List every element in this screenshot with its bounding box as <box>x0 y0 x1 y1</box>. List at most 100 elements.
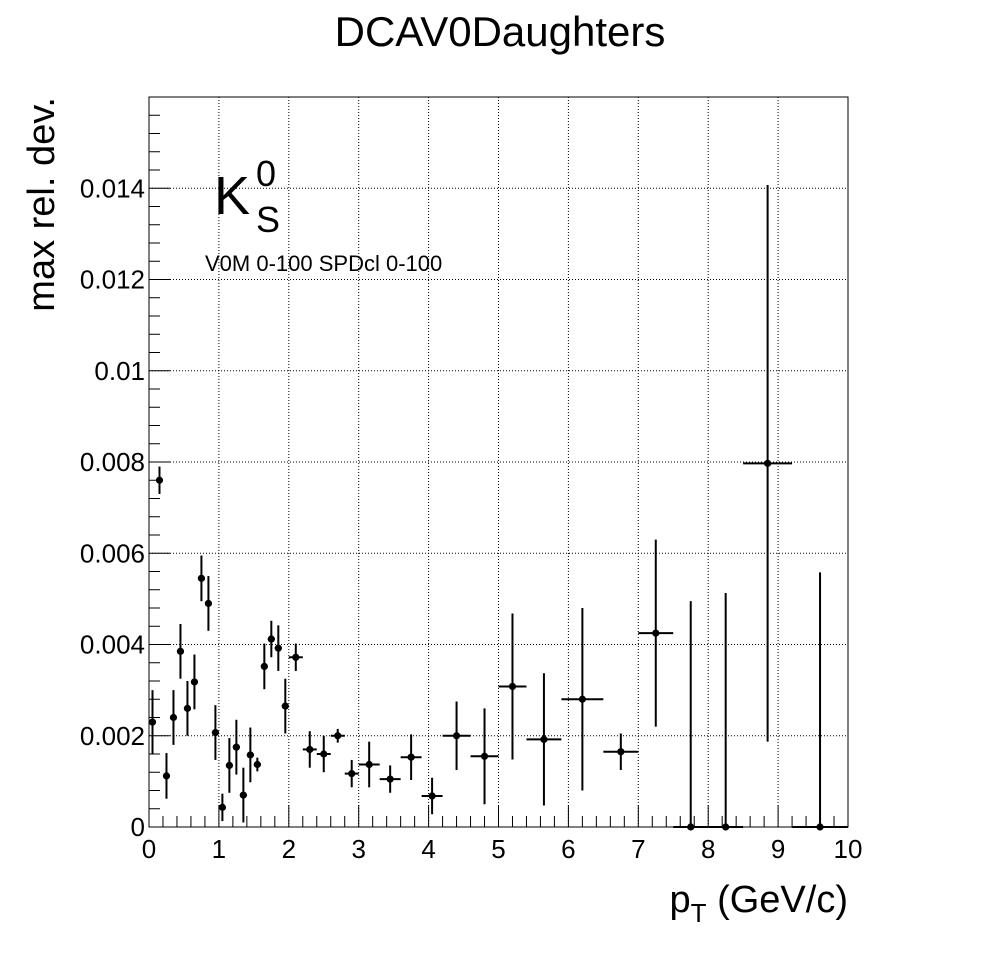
data-marker <box>205 600 212 607</box>
data-point <box>331 729 345 743</box>
data-marker <box>156 477 163 484</box>
data-marker <box>240 791 247 798</box>
data-point <box>198 556 205 602</box>
x-axis-label-main: p <box>670 879 691 921</box>
data-point <box>561 608 603 791</box>
data-marker <box>163 772 170 779</box>
data-marker <box>387 775 394 782</box>
data-marker <box>219 804 226 811</box>
data-marker <box>268 635 275 642</box>
data-point <box>289 644 303 671</box>
data-point <box>708 593 743 831</box>
data-point <box>233 720 240 775</box>
data-point <box>184 681 191 736</box>
data-marker <box>198 575 205 582</box>
data-point <box>526 673 561 805</box>
data-marker <box>453 732 460 739</box>
data-marker <box>334 732 341 739</box>
data-point <box>177 624 184 679</box>
data-marker <box>177 648 184 655</box>
x-axis-label-sub: T <box>691 898 707 928</box>
y-tick-label: 0.012 <box>80 265 145 295</box>
x-tick-label: 10 <box>834 834 863 864</box>
y-tick-label: 0.008 <box>80 447 145 477</box>
x-tick-label: 3 <box>351 834 365 864</box>
data-point <box>275 625 282 671</box>
data-marker <box>348 770 355 777</box>
data-point <box>268 621 275 658</box>
data-point <box>156 467 163 494</box>
y-tick-label: 0.006 <box>80 538 145 568</box>
data-point <box>191 655 198 710</box>
data-marker <box>764 460 771 467</box>
x-tick-label: 7 <box>631 834 645 864</box>
data-point <box>240 768 247 823</box>
data-marker <box>722 823 729 830</box>
data-marker <box>247 751 254 758</box>
y-axis-label: max rel. dev. <box>21 97 63 312</box>
data-marker <box>184 705 191 712</box>
particle-symbol-sup: 0 <box>256 153 276 194</box>
x-tick-labels: 0 1 2 3 4 5 6 7 8 9 10 <box>142 834 863 864</box>
data-point <box>219 794 226 821</box>
x-axis-label-unit: (GeV/c) <box>707 879 848 921</box>
data-marker <box>275 645 282 652</box>
data-marker <box>212 729 219 736</box>
data-marker <box>509 683 516 690</box>
data-point <box>471 708 499 804</box>
data-point <box>743 185 792 742</box>
selection-annotation: V0M 0-100 SPDcl 0-100 <box>205 251 442 276</box>
y-tick-label: 0.004 <box>80 630 145 660</box>
data-point <box>163 753 170 799</box>
data-marker <box>816 823 823 830</box>
particle-symbol-main: K <box>214 166 250 226</box>
data-point <box>422 778 443 815</box>
data-marker <box>191 678 198 685</box>
y-tick-label: 0.002 <box>80 721 145 751</box>
particle-symbol-sub: S <box>256 199 280 240</box>
data-point <box>443 702 471 770</box>
x-tick-label: 5 <box>491 834 505 864</box>
data-marker <box>306 746 313 753</box>
chart-title: DCAV0Daughters <box>335 8 666 55</box>
x-axis-label: pT (GeV/c) <box>670 879 849 928</box>
data-point <box>499 613 527 759</box>
data-marker <box>254 761 261 768</box>
y-tick-label: 0 <box>131 812 145 842</box>
data-point <box>247 728 254 783</box>
data-point <box>792 572 848 830</box>
y-tick-label: 0.014 <box>80 173 145 203</box>
x-tick-label: 1 <box>212 834 226 864</box>
data-marker <box>282 702 289 709</box>
data-marker <box>149 718 156 725</box>
data-point <box>205 576 212 631</box>
data-marker <box>366 761 373 768</box>
grid <box>149 97 848 827</box>
data-marker <box>292 654 299 661</box>
y-tick-labels: 0 0.002 0.004 0.006 0.008 0.01 0.012 0.014 <box>80 173 145 842</box>
x-tick-label: 6 <box>561 834 575 864</box>
data-point <box>359 742 380 788</box>
data-point <box>345 760 359 787</box>
data-point <box>673 601 708 830</box>
data-marker <box>320 750 327 757</box>
data-marker <box>579 696 586 703</box>
data-point <box>170 690 177 745</box>
data-marker <box>687 823 694 830</box>
data-marker <box>540 736 547 743</box>
data-marker <box>652 629 659 636</box>
data-marker <box>226 762 233 769</box>
data-marker <box>170 714 177 721</box>
data-point <box>380 765 401 792</box>
data-point <box>212 705 219 760</box>
data-marker <box>408 754 415 761</box>
x-tick-label: 9 <box>771 834 785 864</box>
data-point <box>254 758 261 772</box>
data-point <box>282 679 289 734</box>
data-point <box>303 731 317 768</box>
data-marker <box>617 748 624 755</box>
data-point <box>638 540 673 727</box>
data-marker <box>428 792 435 799</box>
x-tick-label: 2 <box>282 834 296 864</box>
